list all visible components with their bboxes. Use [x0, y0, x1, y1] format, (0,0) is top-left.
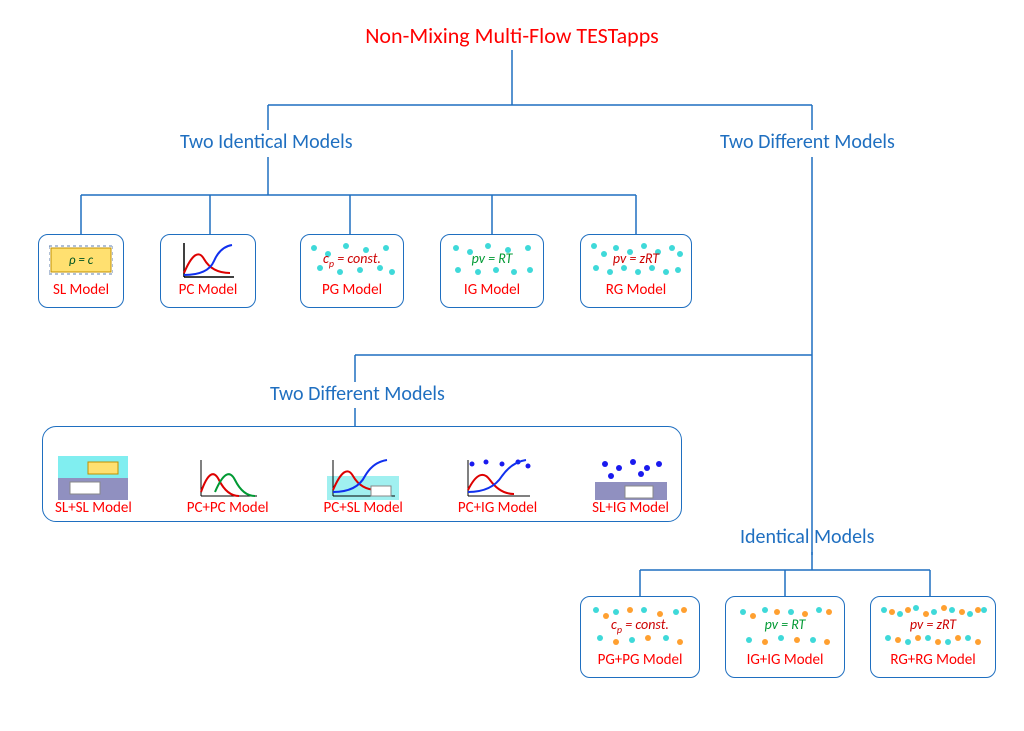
pcpc-icon [195, 457, 261, 499]
node-rg-model[interactable]: pv = zRT RG Model [580, 234, 692, 308]
node-pg-model[interactable]: cp = const. PG Model [300, 234, 404, 308]
node-pc-model[interactable]: PC Model [160, 234, 256, 308]
svg-text:pv = RT: pv = RT [765, 616, 807, 633]
slig-icon [595, 457, 667, 499]
node-label: SL+SL Model [55, 499, 132, 517]
node-label: IG+IG Model [730, 651, 840, 669]
node-label: RG Model [585, 281, 687, 299]
heading-identical-models: Identical Models [740, 525, 874, 549]
node-label: SL+IG Model [592, 499, 669, 517]
pg-icon: cp = const. [305, 239, 399, 281]
node-pcpc-model[interactable]: PC+PC Model [187, 457, 269, 517]
node-sl-model[interactable]: ρ = c SL Model [38, 234, 124, 308]
node-slig-model[interactable]: SL+IG Model [592, 457, 669, 517]
node-slsl-model[interactable]: SL+SL Model [55, 457, 132, 517]
svg-text:cp = const.: cp = const. [611, 616, 669, 636]
node-pcsl-model[interactable]: PC+SL Model [324, 457, 403, 517]
page-title: Non-Mixing Multi-Flow TESTapps [365, 22, 659, 49]
node-label: PG Model [305, 281, 399, 299]
node-igig-model[interactable]: pv = RT IG+IG Model [725, 596, 845, 678]
node-pgpg-model[interactable]: cp = const. PG+PG Model [580, 596, 700, 678]
node-label: SL Model [43, 281, 119, 299]
node-group-combined-models: SL+SL Model PC+PC Model PC+SL Model [42, 426, 682, 522]
heading-two-different-top: Two Different Models [720, 130, 895, 154]
node-label: PC+IG Model [458, 499, 537, 517]
igig-icon: pv = RT [730, 601, 840, 651]
slsl-icon [58, 457, 128, 499]
node-label: PC+PC Model [187, 499, 269, 517]
pc-icon [165, 239, 251, 281]
ig-icon: pv = RT [445, 239, 539, 281]
node-label: PC+SL Model [324, 499, 403, 517]
node-label: IG Model [445, 281, 539, 299]
pcsl-icon [327, 457, 399, 499]
rg-icon: pv = zRT [585, 239, 687, 281]
pcig-icon [462, 457, 534, 499]
pgpg-icon: cp = const. [585, 601, 695, 651]
svg-text:cp = const.: cp = const. [323, 250, 381, 270]
node-rgrg-model[interactable]: pv = zRT RG+RG Model [870, 596, 996, 678]
node-label: PG+PG Model [585, 651, 695, 669]
node-ig-model[interactable]: pv = RT IG Model [440, 234, 544, 308]
svg-text:ρ = c: ρ = c [69, 253, 94, 268]
svg-text:pv = RT: pv = RT [472, 250, 514, 267]
heading-two-identical: Two Identical Models [180, 130, 353, 154]
sl-icon: ρ = c [43, 239, 119, 281]
heading-two-different-mid: Two Different Models [270, 382, 445, 406]
node-pcig-model[interactable]: PC+IG Model [458, 457, 537, 517]
svg-text:pv = zRT: pv = zRT [613, 250, 660, 267]
node-label: RG+RG Model [875, 651, 991, 669]
svg-text:pv = zRT: pv = zRT [910, 616, 957, 633]
node-label: PC Model [165, 281, 251, 299]
rgrg-icon: pv = zRT [875, 601, 991, 651]
